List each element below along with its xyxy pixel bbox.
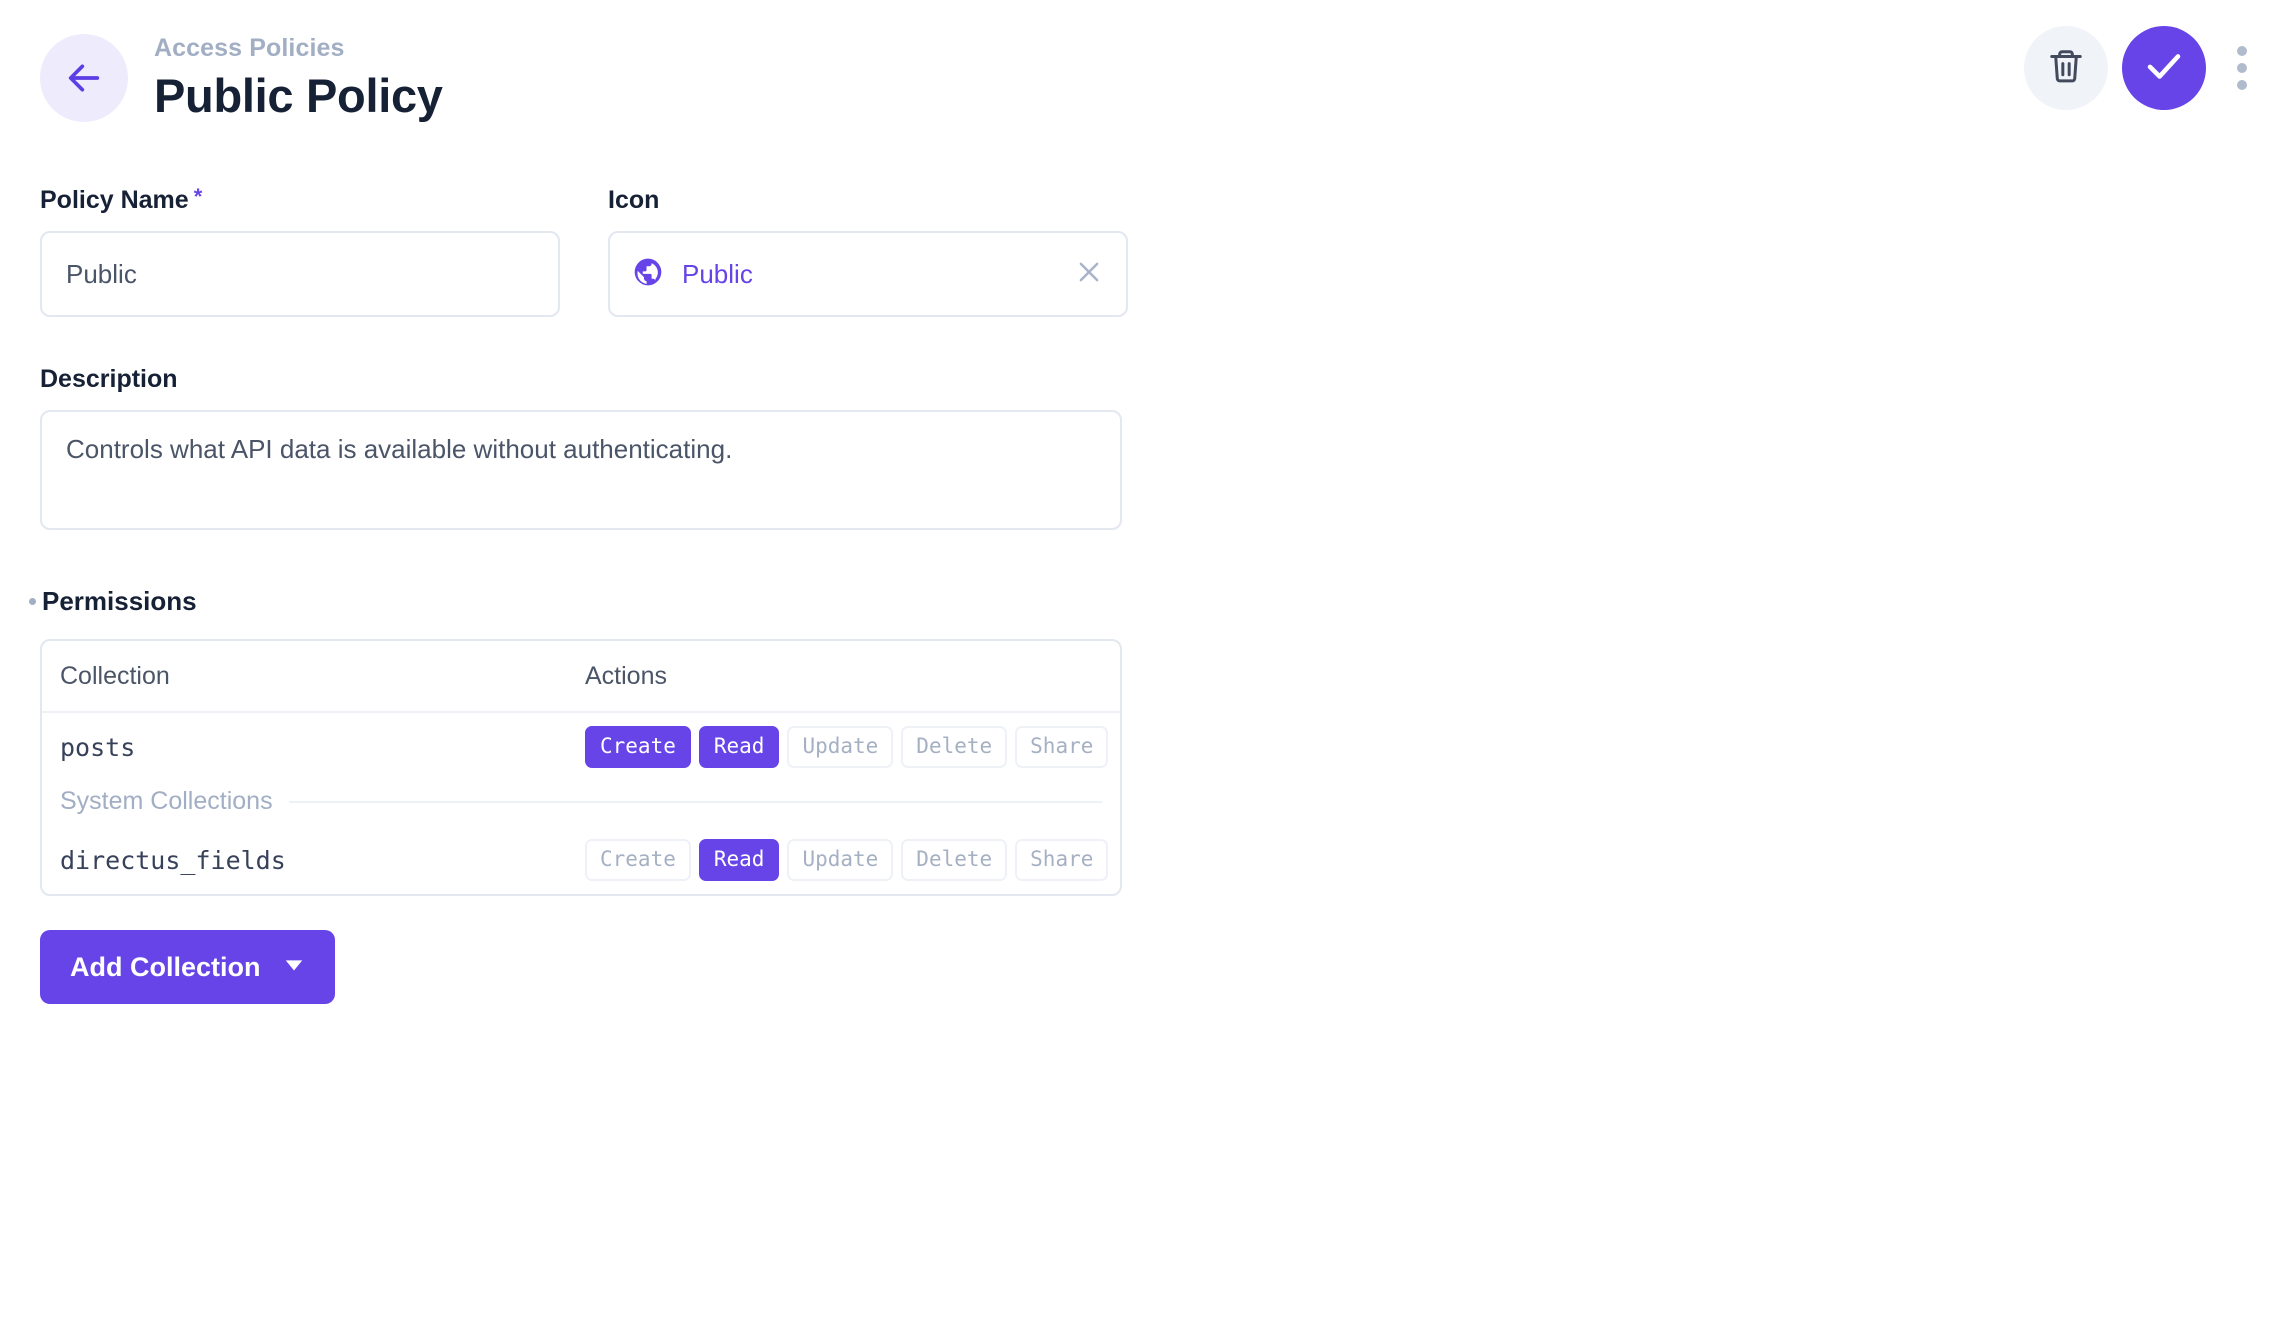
description-label-text: Description: [40, 365, 178, 393]
permissions-table: Collection Actions posts Create Read Upd…: [40, 639, 1122, 896]
system-collections-divider: System Collections: [42, 781, 1120, 826]
actions-cell: Create Read Update Delete Share: [585, 838, 1120, 882]
breadcrumb[interactable]: Access Policies: [154, 34, 345, 62]
action-pill-delete[interactable]: Delete: [901, 725, 1008, 769]
icon-select[interactable]: Public: [608, 231, 1128, 317]
policy-name-input[interactable]: Public: [40, 231, 560, 317]
description-label: Description: [40, 365, 2250, 394]
column-header-actions: Actions: [585, 661, 667, 690]
chevron-down-icon: [283, 954, 305, 981]
system-collections-label: System Collections: [60, 787, 273, 815]
kebab-dot: [2237, 63, 2247, 73]
action-pill-read[interactable]: Read: [698, 725, 780, 769]
page-header: Access Policies Public Policy: [0, 0, 2290, 170]
icon-label: Icon: [608, 186, 1128, 215]
trash-icon: [2047, 47, 2085, 90]
icon-label-text: Icon: [608, 186, 660, 214]
action-pill-create[interactable]: Create: [585, 838, 691, 882]
table-row: directus_fields Create Read Update Delet…: [42, 826, 1120, 894]
policy-name-field: Policy Name * Public: [40, 186, 560, 317]
back-button[interactable]: [40, 34, 128, 122]
kebab-dot: [2237, 46, 2247, 56]
action-pill-update[interactable]: Update: [787, 725, 894, 769]
action-pill-delete[interactable]: Delete: [901, 838, 1008, 882]
action-pill-share[interactable]: Share: [1015, 725, 1109, 769]
check-icon: [2143, 45, 2185, 92]
action-pill-share[interactable]: Share: [1015, 838, 1109, 882]
save-button[interactable]: [2122, 26, 2206, 110]
icon-field: Icon Public: [608, 186, 1128, 317]
policy-name-label-text: Policy Name: [40, 186, 189, 214]
top-field-row: Policy Name * Public Icon: [40, 186, 2250, 317]
permissions-section: Permissions Collection Actions posts Cre…: [29, 586, 2250, 1004]
action-pill-create[interactable]: Create: [585, 725, 691, 769]
collection-name: posts: [60, 732, 136, 762]
kebab-dot: [2237, 80, 2247, 90]
table-row: posts Create Read Update Delete Share: [42, 713, 1120, 781]
add-collection-button[interactable]: Add Collection: [40, 930, 335, 1004]
action-pill-update[interactable]: Update: [787, 838, 894, 882]
clear-icon-button[interactable]: [1074, 257, 1104, 292]
required-asterisk: *: [193, 184, 203, 209]
action-pill-read[interactable]: Read: [698, 838, 780, 882]
description-value: Controls what API data is available with…: [66, 434, 733, 464]
collection-name: directus_fields: [60, 845, 286, 875]
column-header-collection: Collection: [60, 661, 170, 690]
description-field: Description Controls what API data is av…: [40, 365, 2250, 530]
page-title: Public Policy: [154, 68, 443, 122]
divider-line: [288, 800, 1102, 803]
form-content: Policy Name * Public Icon: [0, 186, 2290, 1004]
add-collection-label: Add Collection: [70, 951, 261, 982]
more-options-button[interactable]: [2220, 26, 2264, 110]
policy-name-label: Policy Name *: [40, 186, 560, 215]
permissions-heading: Permissions: [29, 586, 2250, 617]
bullet-dot-icon: [29, 598, 36, 605]
permissions-heading-text: Permissions: [42, 586, 197, 616]
public-globe-icon: [632, 256, 664, 293]
arrow-left-icon: [64, 58, 104, 98]
table-header-row: Collection Actions: [42, 641, 1120, 713]
delete-button[interactable]: [2024, 26, 2108, 110]
policy-name-value: Public: [66, 258, 137, 289]
icon-selected-value: Public: [632, 256, 753, 293]
header-actions: [2024, 26, 2264, 110]
actions-cell: Create Read Update Delete Share: [585, 725, 1120, 769]
icon-value-text: Public: [682, 258, 753, 289]
title-block: Access Policies Public Policy: [154, 28, 443, 125]
description-input[interactable]: Controls what API data is available with…: [40, 410, 1122, 530]
